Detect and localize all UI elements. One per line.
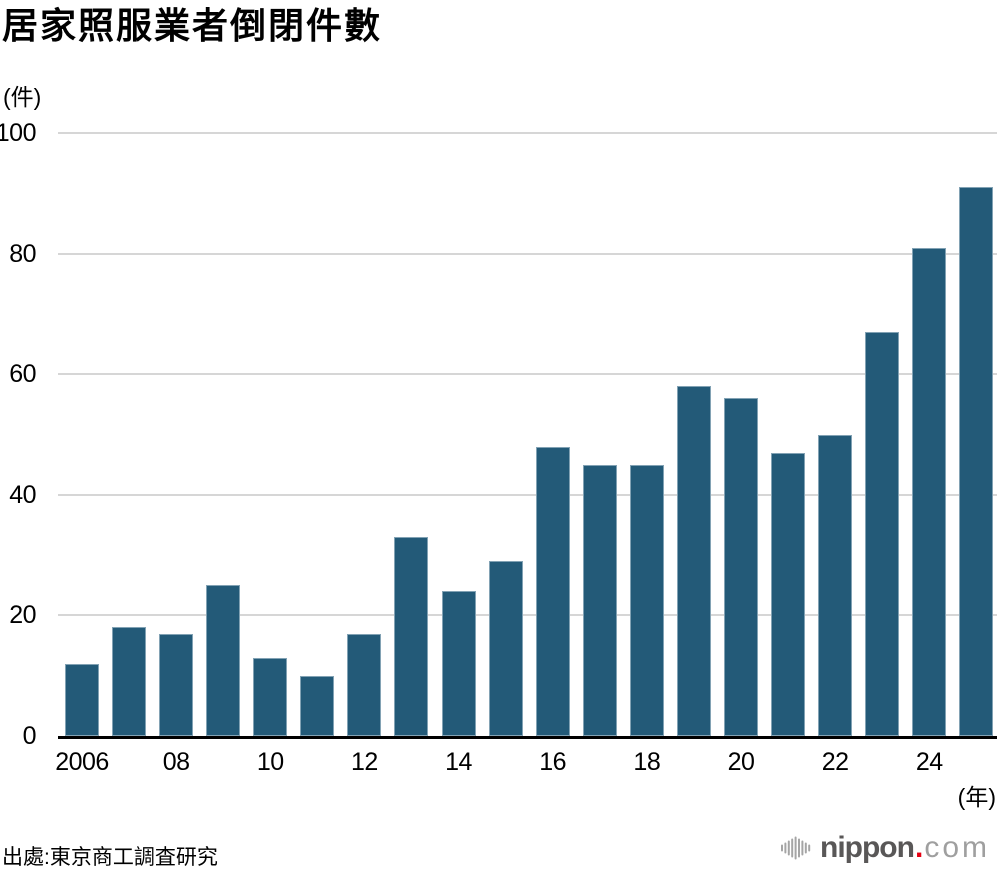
logo-wordmark: nippon . com [820,833,990,863]
logo-text-nippon: nippon [820,831,915,864]
x-axis-unit-label: (年) [957,784,996,810]
bar-2008 [159,633,194,736]
bar-2014 [441,591,476,736]
gridline-20 [58,614,997,617]
waveform-icon [781,836,811,860]
bar-2006 [65,663,99,736]
bar-2009 [206,585,241,736]
gridline-80 [58,252,997,255]
bar-2023 [865,332,900,736]
x-axis-line [58,736,997,739]
bar-2018 [629,464,664,736]
x-tick-label-14: 14 [445,748,472,776]
x-tick-label-22: 22 [821,748,849,776]
logo-text-com: com [924,831,990,864]
y-tick-label-60: 60 [9,360,36,389]
nippon-com-logo: nippon . com [781,833,990,863]
bar-2007 [112,627,147,736]
gridline-100 [58,132,997,134]
x-tick-label-18: 18 [633,748,661,776]
x-tick-label-20: 20 [727,748,755,776]
bar-2024 [912,247,947,736]
gridline-40 [58,493,997,496]
x-tick-label-16: 16 [539,748,567,776]
x-tick-label-12: 12 [351,748,378,776]
bar-2020 [723,398,758,736]
bar-2010 [253,657,288,736]
y-tick-label-80: 80 [9,239,36,268]
bar-2012 [347,633,382,736]
y-axis: 0 20 40 60 80 100 [0,119,37,750]
bar-2011 [300,675,335,736]
bar-2022 [818,434,853,736]
plot-area: 2006 08 10 12 14 16 18 20 22 24 [55,132,997,776]
y-tick-label-20: 20 [9,601,36,630]
x-tick-label-08: 08 [162,748,190,776]
x-tick-label-24: 24 [915,748,943,776]
x-tick-label-2006: 2006 [55,748,109,776]
bar-2015 [488,561,523,736]
bar-2025 [959,187,994,736]
bar-2021 [771,452,806,736]
y-tick-label-40: 40 [9,480,36,509]
x-tick-label-10: 10 [256,748,284,776]
bar-2017 [582,464,617,736]
logo-dot: . [914,831,924,864]
gridline-60 [58,373,997,376]
bar-2016 [535,446,570,736]
y-axis-unit-label: (件) [3,84,42,110]
y-tick-label-100: 100 [0,119,37,147]
chart-title: 居家照服業者倒閉件數 [2,5,383,46]
y-tick-label-0: 0 [22,722,37,750]
bar-2019 [676,386,711,736]
source-credit: 出處:東京商工調査研究 [2,846,218,869]
bar-2013 [394,537,429,736]
